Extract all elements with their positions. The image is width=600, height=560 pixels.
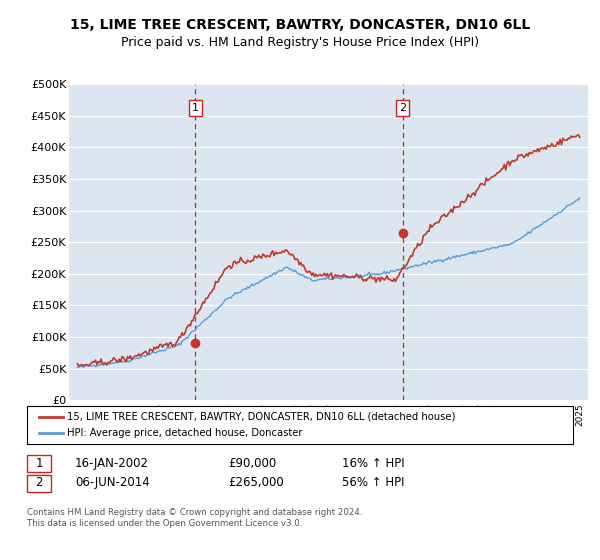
Text: Price paid vs. HM Land Registry's House Price Index (HPI): Price paid vs. HM Land Registry's House … [121, 36, 479, 49]
Text: 15, LIME TREE CRESCENT, BAWTRY, DONCASTER, DN10 6LL (detached house): 15, LIME TREE CRESCENT, BAWTRY, DONCASTE… [67, 412, 455, 422]
Text: £265,000: £265,000 [228, 476, 284, 489]
Text: £90,000: £90,000 [228, 456, 276, 470]
Text: Contains HM Land Registry data © Crown copyright and database right 2024.
This d: Contains HM Land Registry data © Crown c… [27, 508, 362, 528]
Text: 56% ↑ HPI: 56% ↑ HPI [342, 476, 404, 489]
Text: 15, LIME TREE CRESCENT, BAWTRY, DONCASTER, DN10 6LL: 15, LIME TREE CRESCENT, BAWTRY, DONCASTE… [70, 18, 530, 32]
Text: 1: 1 [192, 103, 199, 113]
Text: HPI: Average price, detached house, Doncaster: HPI: Average price, detached house, Donc… [67, 428, 303, 438]
Text: 1: 1 [35, 456, 43, 470]
Text: 2: 2 [35, 476, 43, 489]
Text: 16-JAN-2002: 16-JAN-2002 [75, 456, 149, 470]
Text: 06-JUN-2014: 06-JUN-2014 [75, 476, 150, 489]
Text: 16% ↑ HPI: 16% ↑ HPI [342, 456, 404, 470]
Text: 2: 2 [399, 103, 406, 113]
